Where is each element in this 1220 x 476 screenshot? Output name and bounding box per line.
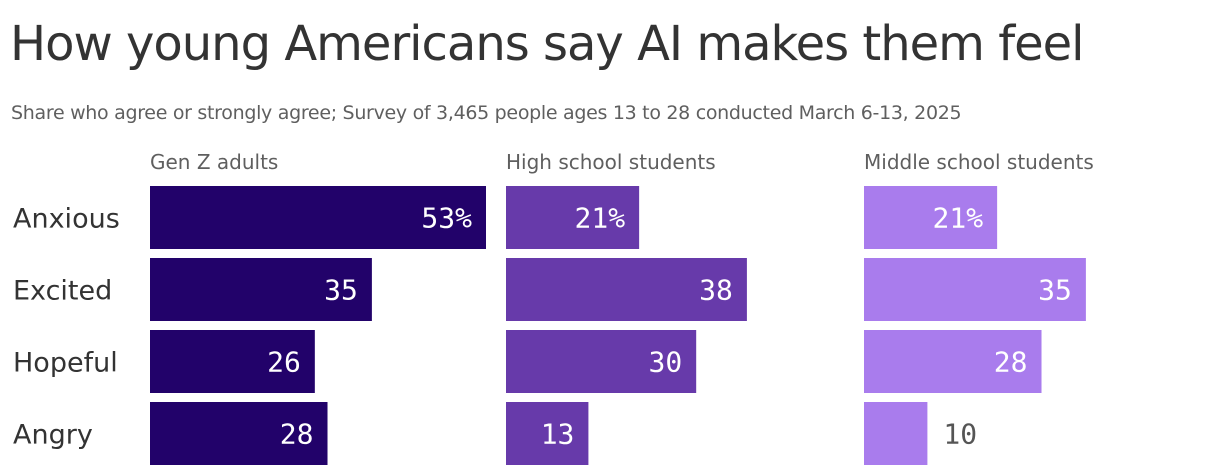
bar-middle-school-students-excited [864, 258, 1086, 321]
value-label-middle-school-students-excited: 35 [1038, 274, 1072, 307]
value-label-high-school-students-excited: 38 [699, 274, 733, 307]
value-label-gen-z-adults-excited: 35 [324, 274, 358, 307]
bar-middle-school-students-anxious [864, 186, 998, 249]
value-label-high-school-students-angry: 13 [541, 418, 575, 451]
value-label-gen-z-adults-anxious: 53% [421, 202, 472, 235]
bar-middle-school-students-hopeful [864, 330, 1042, 393]
category-label-excited: Excited [13, 276, 112, 307]
panel-header-gen-z-adults: Gen Z adults [150, 150, 278, 174]
bar-gen-z-adults-angry [150, 402, 328, 465]
value-label-gen-z-adults-hopeful: 26 [267, 346, 301, 379]
value-label-high-school-students-hopeful: 30 [648, 346, 682, 379]
value-label-high-school-students-anxious: 21% [575, 202, 626, 235]
bar-high-school-students-anxious [506, 186, 640, 249]
bar-high-school-students-excited [506, 258, 747, 321]
panel-header-high-school-students: High school students [506, 150, 716, 174]
chart-subtitle: Share who agree or strongly agree; Surve… [11, 102, 962, 124]
value-label-middle-school-students-angry: 10 [943, 418, 977, 451]
bar-gen-z-adults-anxious [150, 186, 486, 249]
bar-high-school-students-hopeful [506, 330, 697, 393]
value-label-middle-school-students-anxious: 21% [933, 202, 984, 235]
panel-header-middle-school-students: Middle school students [864, 150, 1094, 174]
category-label-anxious: Anxious [13, 204, 120, 235]
bar-middle-school-students-angry [864, 402, 928, 465]
bar-high-school-students-angry [506, 402, 589, 465]
value-label-middle-school-students-hopeful: 28 [994, 346, 1028, 379]
chart-title: How young Americans say AI makes them fe… [10, 16, 1084, 72]
value-label-gen-z-adults-angry: 28 [280, 418, 314, 451]
category-label-hopeful: Hopeful [13, 348, 118, 379]
category-label-angry: Angry [13, 420, 93, 451]
bar-gen-z-adults-hopeful [150, 330, 315, 393]
bar-gen-z-adults-excited [150, 258, 372, 321]
